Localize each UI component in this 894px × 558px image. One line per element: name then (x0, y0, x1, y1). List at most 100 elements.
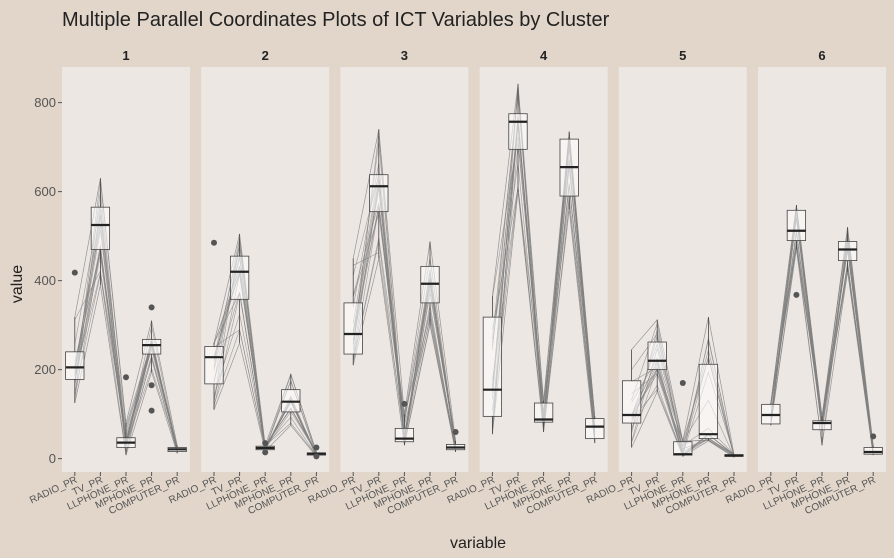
outlier-point (313, 444, 320, 451)
outlier-point (211, 239, 217, 246)
boxplot-tv_pr (369, 129, 389, 259)
box (863, 447, 883, 455)
outlier-point (793, 291, 800, 298)
boxplot-radio_pr (621, 349, 642, 448)
strip-background (340, 44, 469, 67)
boxplot-mphone_pr (281, 374, 301, 426)
profile-line (74, 285, 178, 456)
outlier-point (401, 400, 408, 407)
y-tick-label: 200 (34, 362, 56, 377)
outlier-point (870, 433, 877, 440)
y-axis: 0 200 400 600 800 (34, 95, 62, 466)
strip-label: 2 (262, 48, 269, 63)
boxplot-computer_pr (724, 454, 744, 458)
boxplot-llphone_pr (255, 440, 275, 456)
boxplot-tv_pr (786, 204, 807, 298)
outlier-point (148, 407, 155, 414)
chart-title: Multiple Parallel Coordinates Plots of I… (62, 9, 610, 31)
strip-background (618, 44, 747, 67)
outlier-point (148, 304, 155, 311)
strip-background (758, 44, 886, 67)
box (533, 402, 554, 423)
boxplot-computer_pr (585, 416, 605, 444)
box (837, 241, 858, 261)
strip-label: 3 (401, 48, 408, 63)
panel-2: 2RADIO_PRTV_PRLLPHONE_PRMPHONE_PRCOMPUTE… (167, 44, 330, 517)
outlier-point (71, 269, 78, 276)
box (621, 380, 642, 424)
panel-3: 3RADIO_PRTV_PRLLPHONE_PRMPHONE_PRCOMPUTE… (306, 44, 469, 517)
y-tick-label: 800 (34, 95, 56, 110)
box (482, 316, 503, 417)
boxplot-radio_pr (204, 239, 224, 410)
boxplot-radio_pr (65, 269, 85, 404)
boxplot-llphone_pr (116, 374, 136, 456)
boxplot-llphone_pr (673, 379, 693, 457)
profile-line (352, 258, 456, 453)
outlier-point (262, 440, 269, 447)
y-tick-label: 600 (34, 184, 56, 199)
outlier-point (679, 379, 686, 386)
box (585, 418, 605, 440)
boxplot-mphone_pr (698, 317, 719, 441)
box (647, 341, 667, 371)
y-tick-label: 0 (49, 451, 56, 466)
profile-line (352, 129, 456, 441)
boxplot-tv_pr (508, 83, 528, 192)
boxplot-tv_pr (647, 319, 667, 392)
boxplot-llphone_pr (533, 400, 554, 432)
strip-background (201, 44, 330, 67)
x-axis-title: variable (450, 535, 506, 552)
boxplot-mphone_pr (141, 304, 162, 414)
box (812, 420, 832, 431)
boxplot-radio_pr (343, 258, 363, 366)
box (508, 113, 528, 150)
box (141, 338, 162, 355)
panel-background (201, 67, 330, 472)
outlier-point (452, 428, 459, 435)
boxplot-computer_pr (863, 433, 883, 456)
boxplot-radio_pr (761, 403, 781, 426)
box (394, 427, 415, 443)
box (229, 255, 250, 300)
outlier-point (148, 382, 155, 389)
y-tick-label: 400 (34, 273, 56, 288)
boxplot-radio_pr (482, 296, 503, 435)
boxplot-tv_pr (229, 233, 250, 343)
boxplot-computer_pr (167, 445, 187, 454)
strip-label: 6 (818, 48, 825, 63)
box (90, 206, 111, 250)
box (698, 363, 719, 440)
boxplot-mphone_pr (420, 241, 440, 326)
panel-background (62, 67, 190, 472)
y-axis-title: value (9, 265, 26, 303)
outlier-point (123, 374, 129, 381)
strip-label: 1 (122, 48, 129, 63)
boxplot-llphone_pr (394, 400, 415, 446)
panel-6: 6RADIO_PRTV_PRLLPHONE_PRMPHONE_PRCOMPUTE… (724, 44, 886, 517)
strip-background (62, 44, 190, 67)
panel-5: 5RADIO_PRTV_PRLLPHONE_PRMPHONE_PRCOMPUTE… (585, 44, 747, 517)
boxplot-computer_pr (445, 428, 466, 452)
boxplot-mphone_pr (559, 131, 579, 210)
panel-4: 4RADIO_PRTV_PRLLPHONE_PRMPHONE_PRCOMPUTE… (446, 44, 608, 517)
box (65, 351, 85, 380)
boxplot-computer_pr (306, 444, 327, 460)
boxplot-llphone_pr (812, 416, 832, 446)
outlier-point (313, 453, 320, 460)
box (369, 174, 389, 213)
strip-background (479, 44, 608, 67)
box (786, 209, 807, 241)
panel-1: 1RADIO_PRTV_PRLLPHONE_PRMPHONE_PRCOMPUTE… (28, 44, 190, 517)
box (343, 302, 363, 355)
boxplot-mphone_pr (837, 227, 858, 272)
boxplot-tv_pr (90, 178, 111, 286)
box (673, 441, 693, 456)
box (204, 346, 224, 385)
outlier-point (262, 449, 269, 456)
strip-label: 5 (679, 48, 686, 63)
panels-layer: 1RADIO_PRTV_PRLLPHONE_PRMPHONE_PRCOMPUTE… (28, 44, 886, 517)
profile-line (770, 249, 874, 456)
profile-line (631, 317, 735, 455)
